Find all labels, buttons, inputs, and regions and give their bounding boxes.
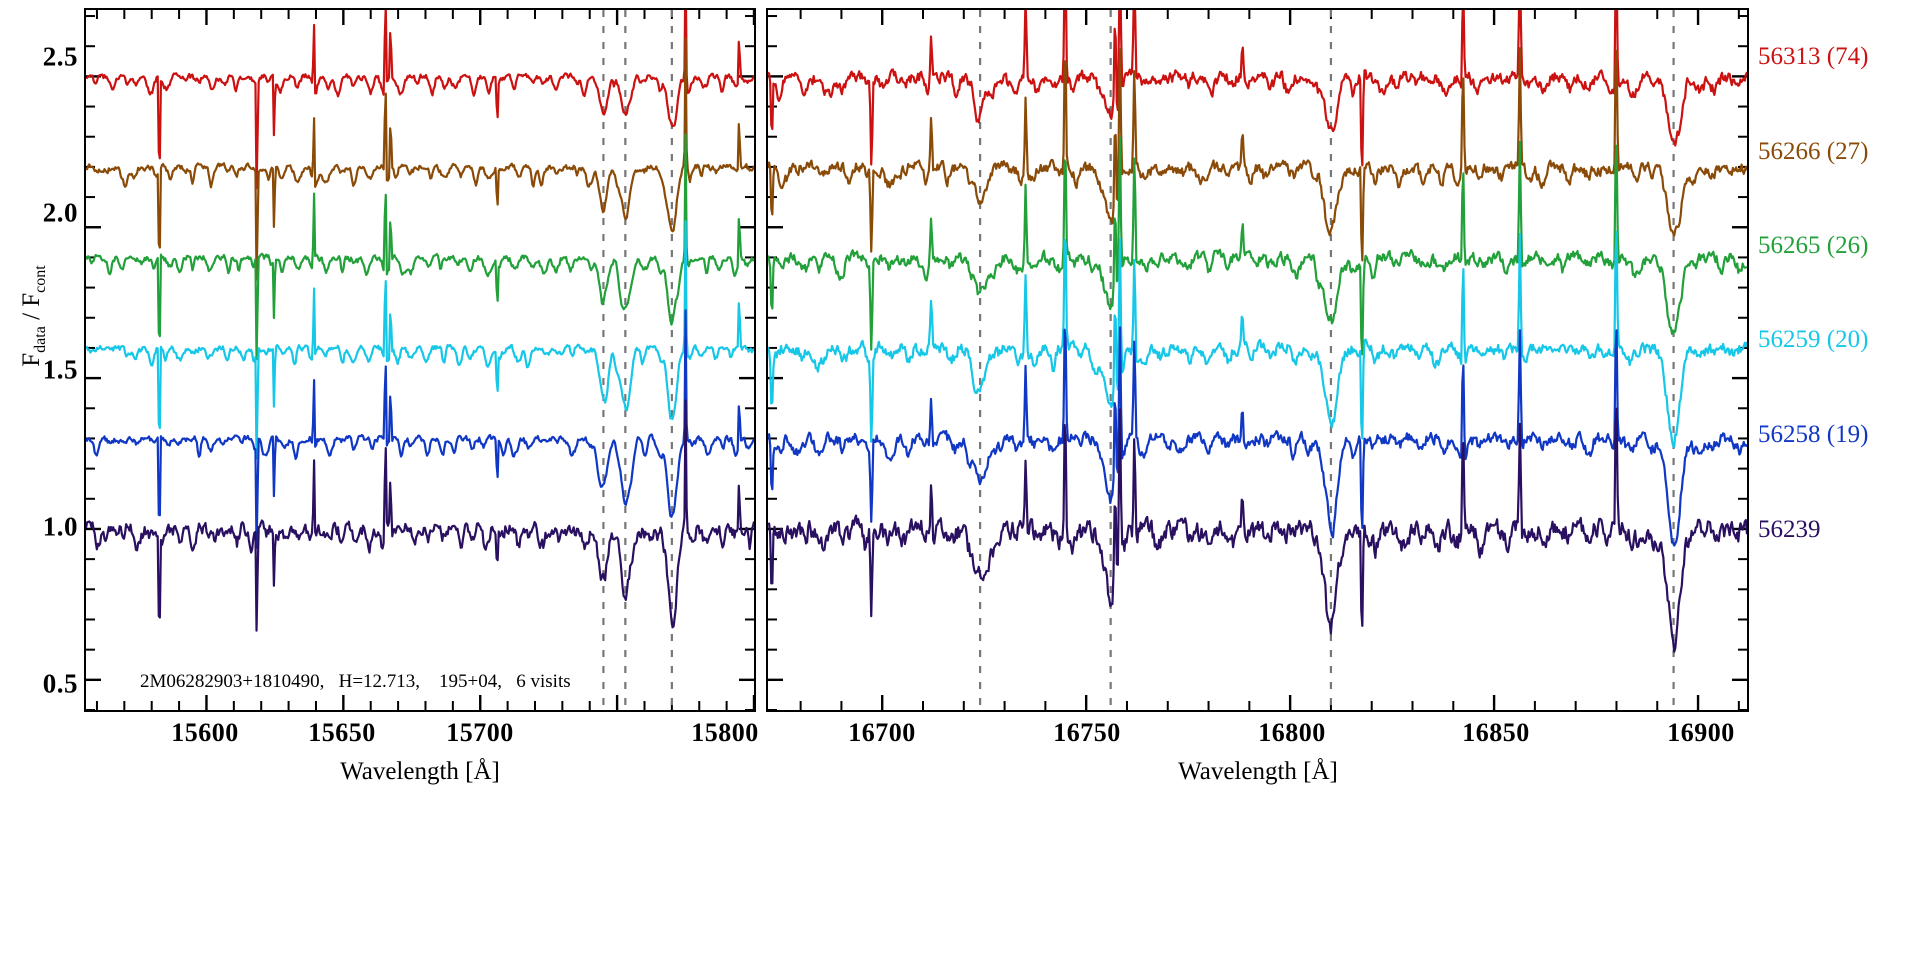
- y-axis-tick-labels: 2.5 2.0 1.5 1.0 0.5: [0, 0, 78, 720]
- y-tick-0-5: 0.5: [42, 668, 78, 699]
- spectrum-56259: [768, 230, 1747, 448]
- y-tick-2-5: 2.5: [42, 41, 78, 72]
- y-tick-1-5: 1.5: [42, 354, 78, 385]
- y-axis-title-sep: / F: [18, 292, 45, 327]
- spectrum-56313: [768, 10, 1747, 167]
- spectrum-56239: [768, 407, 1747, 653]
- spectrum-56266: [768, 47, 1747, 262]
- x-tick-15800: 15800: [691, 718, 759, 747]
- spectrum-56239: [86, 399, 754, 632]
- y-axis-title-f1: F: [18, 352, 45, 367]
- legend-item-56313[interactable]: 56313 (74): [1758, 43, 1869, 70]
- x-tick-16800: 16800: [1258, 718, 1326, 747]
- x-tick-15700: 15700: [446, 718, 514, 747]
- spectrum-56258: [86, 309, 754, 549]
- left-x-axis-title: Wavelength [Å]: [340, 758, 500, 785]
- spectrum-56265: [768, 136, 1747, 356]
- right-spectrum-panel: [766, 8, 1749, 712]
- legend-item-56259[interactable]: 56259 (20): [1758, 326, 1869, 353]
- right-panel-plot: [768, 10, 1747, 710]
- x-tick-16700: 16700: [848, 718, 916, 747]
- spectrum-56266: [86, 37, 754, 281]
- legend-item-56265[interactable]: 56265 (26): [1758, 232, 1869, 259]
- spectrum-56258: [768, 326, 1747, 547]
- axis-ticks: [768, 10, 1747, 710]
- x-tick-15650: 15650: [308, 718, 376, 747]
- legend-item-56266[interactable]: 56266 (27): [1758, 138, 1869, 165]
- y-tick-1-0: 1.0: [42, 511, 78, 542]
- y-axis-title: Fdata / Fcont: [18, 236, 50, 396]
- spectrum-56313: [86, 10, 754, 190]
- axis-ticks: [86, 10, 754, 710]
- x-tick-16750: 16750: [1053, 718, 1121, 747]
- y-tick-2-0: 2.0: [42, 197, 78, 228]
- y-axis-title-sub-data: data: [32, 326, 49, 353]
- legend-item-56239[interactable]: 56239: [1758, 516, 1821, 543]
- x-tick-16900: 16900: [1667, 718, 1735, 747]
- y-axis-title-sub-cont: cont: [32, 265, 49, 293]
- spectrum-56265: [86, 133, 754, 361]
- left-panel-plot: [86, 10, 754, 710]
- left-spectrum-panel: [84, 8, 756, 712]
- target-annotation: 2M06282903+1810490, H=12.713, 195+04, 6 …: [140, 671, 571, 692]
- right-x-axis-title: Wavelength [Å]: [1178, 758, 1338, 785]
- spectrum-56259: [86, 219, 754, 460]
- legend-item-56258[interactable]: 56258 (19): [1758, 421, 1869, 448]
- x-tick-16850: 16850: [1462, 718, 1530, 747]
- x-tick-15600: 15600: [171, 718, 239, 747]
